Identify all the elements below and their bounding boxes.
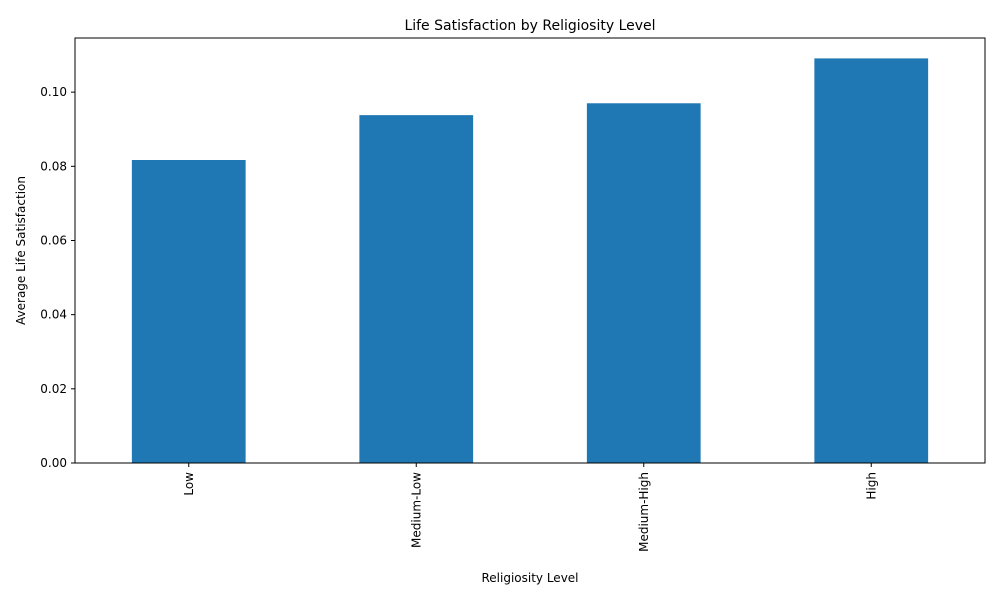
x-axis: Low Medium-Low Medium-High High bbox=[182, 463, 878, 552]
x-tick-label: High bbox=[864, 472, 878, 500]
x-tick-label: Low bbox=[182, 472, 196, 496]
x-tick-label: Medium-Low bbox=[409, 472, 423, 548]
plot-frame bbox=[74, 37, 986, 464]
y-axis: 0.00 0.02 0.04 0.06 0.08 0.10 bbox=[40, 85, 75, 470]
bar-high bbox=[814, 58, 929, 463]
bar-medium-low bbox=[359, 115, 474, 463]
y-axis-label: Average Life Satisfaction bbox=[14, 176, 28, 325]
y-tick-label: 0.10 bbox=[40, 85, 67, 99]
bar-low bbox=[131, 160, 246, 463]
y-tick-label: 0.04 bbox=[40, 308, 67, 322]
y-tick-label: 0.06 bbox=[40, 233, 67, 247]
bar-medium-high bbox=[586, 103, 701, 463]
x-tick-label: Medium-High bbox=[637, 472, 651, 552]
x-axis-label: Religiosity Level bbox=[481, 571, 578, 585]
y-tick-label: 0.08 bbox=[40, 159, 67, 173]
chart-title: Life Satisfaction by Religiosity Level bbox=[404, 18, 655, 34]
y-tick-label: 0.02 bbox=[40, 382, 67, 396]
y-tick-label: 0.00 bbox=[40, 456, 67, 470]
bars-group bbox=[131, 58, 929, 463]
